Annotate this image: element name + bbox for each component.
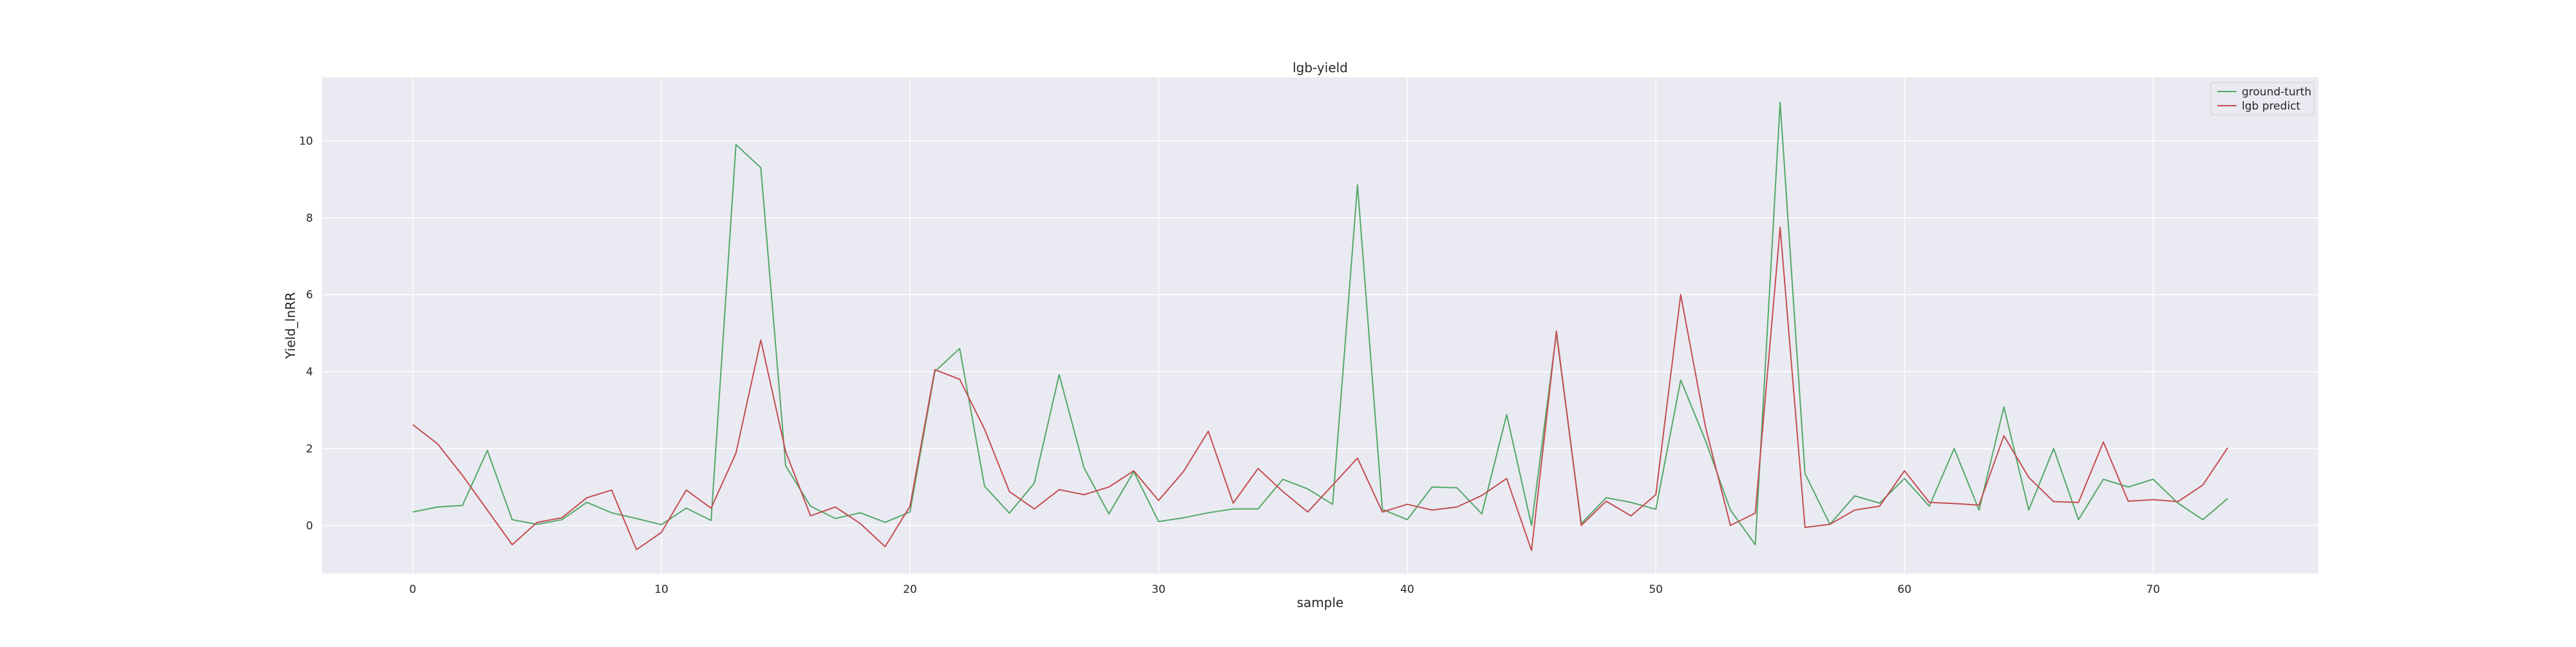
legend: ground-turth lgb predict [2210,82,2315,115]
y-tick-label: 6 [306,289,313,302]
series-line-ground-turth [412,101,2228,546]
legend-label-lgb-predict: lgb predict [2242,100,2300,113]
series-layer [412,101,2228,552]
x-tick-label: 30 [1151,583,1166,596]
x-tick-label: 10 [654,583,668,596]
x-tick-label: 0 [409,583,416,596]
grid-lines [322,77,2318,574]
plot-background [322,77,2318,574]
y-axis-label: Yield_lnRR [283,292,298,360]
x-tick-label: 20 [903,583,917,596]
y-tick-label: 8 [306,212,313,225]
x-axis-label: sample [1297,595,1344,610]
x-tick-label: 70 [2146,583,2160,596]
y-tick-label: 0 [306,519,313,532]
legend-label-ground-turth: ground-turth [2242,86,2311,99]
x-tick-label: 60 [1897,583,1911,596]
y-tick-label: 2 [306,443,313,456]
chart-title: lgb-yield [1293,60,1348,75]
tick-labels: 0 10 20 30 40 50 60 70 0 2 4 6 8 10 [299,135,2160,596]
y-tick-label: 4 [306,366,313,379]
x-tick-label: 40 [1400,583,1414,596]
legend-box [2210,82,2315,115]
y-tick-label: 10 [299,135,313,148]
x-tick-label: 50 [1649,583,1663,596]
series-line-lgb-predict [412,226,2228,552]
